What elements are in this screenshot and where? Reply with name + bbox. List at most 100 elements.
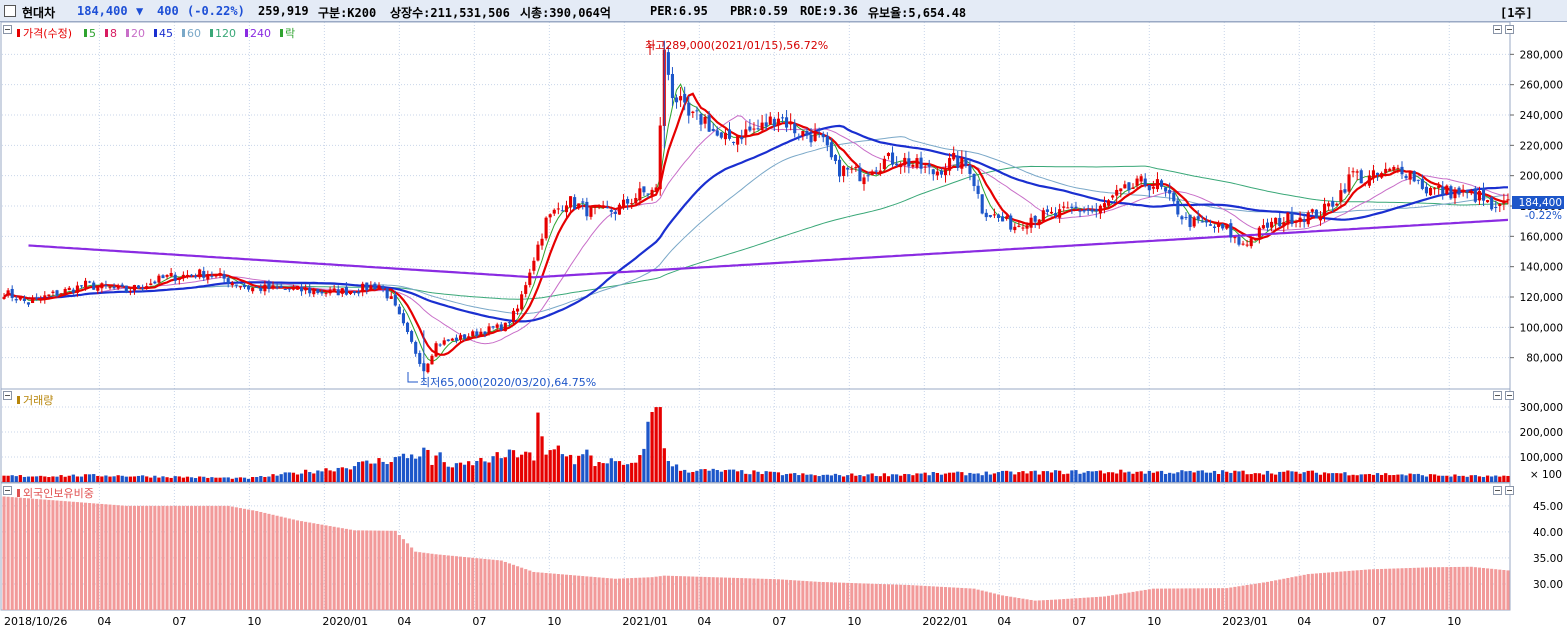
volume-bar xyxy=(234,477,238,482)
foreign-bar xyxy=(862,583,866,610)
foreign-bar xyxy=(222,505,226,610)
price-tick-label: 240,000 xyxy=(1520,110,1563,122)
foreign-bar xyxy=(935,586,939,610)
volume-bar xyxy=(1424,476,1429,482)
date-tick-label: 2018/10/26 xyxy=(4,615,67,628)
candle-body xyxy=(234,284,238,286)
volume-bar xyxy=(181,477,185,482)
foreign-bar xyxy=(446,555,450,610)
candle-body xyxy=(67,287,71,291)
volume-bar xyxy=(222,477,226,482)
volume-bar xyxy=(536,412,540,482)
volume-bar xyxy=(1457,475,1461,482)
volume-panel-collapse-icon[interactable] xyxy=(3,391,12,400)
candle-body xyxy=(1021,227,1025,229)
panel-minimize-icon[interactable] xyxy=(1493,25,1502,34)
foreign-bar xyxy=(1473,567,1477,610)
volume-bar xyxy=(797,475,801,482)
foreign-bar xyxy=(1225,588,1229,610)
volume-bar xyxy=(678,470,683,482)
candle-body xyxy=(1274,217,1278,224)
date-tick-label: 04 xyxy=(997,615,1011,628)
candle-body xyxy=(1380,173,1384,178)
candle-body xyxy=(340,288,344,294)
stock-name[interactable]: 현대차 xyxy=(22,6,56,20)
foreign-bar xyxy=(658,576,662,610)
volume-bar xyxy=(475,460,479,482)
volume-bar xyxy=(418,456,422,482)
foreign-bar xyxy=(463,557,467,610)
volume-bar xyxy=(1298,473,1302,482)
candle-body xyxy=(528,272,532,285)
foreign-bar xyxy=(1428,567,1433,610)
ma240-line xyxy=(28,218,1509,279)
volume-panel-maximize-icon[interactable] xyxy=(1505,391,1514,400)
panel-maximize-icon[interactable] xyxy=(1505,25,1514,34)
candle-body xyxy=(609,209,613,212)
ma45-line xyxy=(3,124,1508,323)
volume-bar xyxy=(1058,470,1062,482)
legend-foreign-marker xyxy=(17,489,20,497)
volume-bar xyxy=(556,445,560,482)
foreign-bar xyxy=(695,576,699,610)
volume-bar xyxy=(271,474,275,482)
legend-ma-label: 8 xyxy=(110,27,117,40)
volume-panel-minimize-icon[interactable] xyxy=(1493,391,1502,400)
candle-body xyxy=(1062,206,1066,208)
volume-bar xyxy=(1237,471,1241,482)
foreign-bar xyxy=(838,582,842,610)
select-checkbox[interactable] xyxy=(4,5,16,17)
candle-body xyxy=(267,283,271,290)
volume-bar xyxy=(283,472,287,482)
foreign-bar xyxy=(75,502,79,610)
candle-body xyxy=(1486,200,1490,203)
legend-ma-marker xyxy=(245,29,248,37)
candle-body xyxy=(1049,211,1054,214)
foreign-bar xyxy=(589,576,593,610)
volume-bar xyxy=(275,475,279,482)
candle-body xyxy=(177,278,181,280)
volume-bar xyxy=(120,475,124,482)
candle-body xyxy=(189,274,194,276)
candle-body xyxy=(674,97,679,103)
candle-body xyxy=(157,275,161,283)
foreign-panel-maximize-icon[interactable] xyxy=(1505,486,1514,495)
foreign-panel-minimize-icon[interactable] xyxy=(1493,486,1502,495)
foreign-bar xyxy=(348,529,353,610)
volume-bar xyxy=(434,455,438,482)
foreign-bar xyxy=(1351,570,1355,610)
volume-bar xyxy=(173,476,177,482)
volume-bar xyxy=(55,476,59,482)
volume-bar xyxy=(340,467,344,482)
volume-bar xyxy=(568,454,573,482)
volume-bar xyxy=(226,477,230,482)
legend-ma-label: 60 xyxy=(187,27,201,40)
candle-body xyxy=(1327,203,1331,207)
moving-average-lines xyxy=(3,83,1509,363)
volume-bar xyxy=(1359,474,1363,482)
foreign-bar xyxy=(650,577,654,610)
candle-body xyxy=(279,285,283,288)
volume-bar xyxy=(699,469,703,482)
period-button[interactable]: [1주] xyxy=(1500,6,1533,20)
volume-bar xyxy=(1327,473,1331,482)
panel-collapse-icon[interactable] xyxy=(3,25,12,34)
foreign-bar xyxy=(511,564,516,610)
foreign-bar xyxy=(35,498,39,610)
volume-bar xyxy=(1147,470,1151,482)
candle-body xyxy=(84,280,88,288)
candle-body xyxy=(1310,209,1314,212)
candle-body xyxy=(923,166,927,168)
foreign-bar xyxy=(939,586,943,610)
foreign-panel-collapse-icon[interactable] xyxy=(3,486,12,495)
volume-bar xyxy=(520,454,524,482)
foreign-bar xyxy=(79,502,84,610)
volume-bar xyxy=(772,471,776,482)
volume-bar xyxy=(1086,471,1090,482)
volume-bar xyxy=(846,475,850,482)
foreign-bar xyxy=(47,499,51,610)
foreign-bar xyxy=(1392,568,1396,610)
volume-bar xyxy=(768,471,772,482)
volume-bar xyxy=(26,476,31,482)
foreign-bar xyxy=(218,505,222,610)
